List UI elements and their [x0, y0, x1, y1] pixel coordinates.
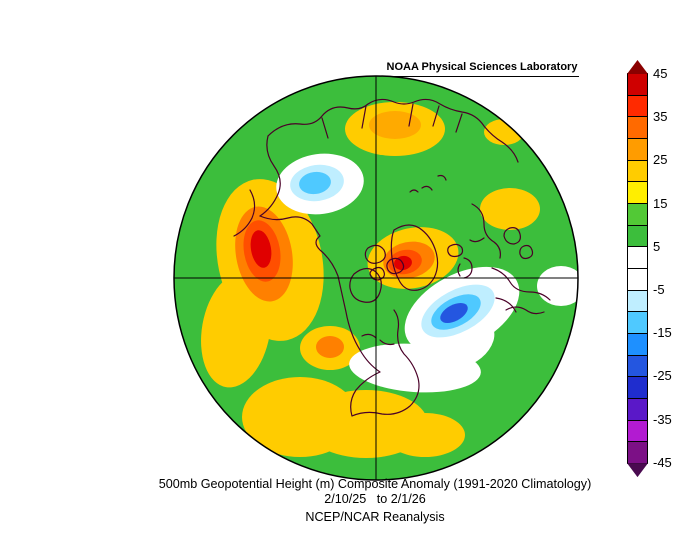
colorbar-segment [627, 419, 648, 443]
map-boundary-circle [173, 75, 579, 481]
colorbar-tick-label: -35 [653, 411, 672, 427]
colorbar-segment [627, 73, 648, 96]
anomaly-blobs [201, 102, 578, 458]
colorbar-segment [627, 138, 648, 161]
coastline-kamchatka-japan [233, 135, 281, 237]
colorbar-segment [627, 333, 648, 356]
anomaly-blob [480, 188, 540, 230]
coastline-north-america [259, 215, 420, 417]
anomaly-blob [440, 303, 468, 323]
coastline-iceland [447, 243, 464, 258]
polar-stereographic-map [173, 75, 579, 481]
plot-title: 500mb Geopotential Height (m) Composite … [158, 477, 592, 491]
colorbar [627, 60, 648, 478]
coastline-britain [457, 257, 473, 279]
colorbar-segment [627, 289, 648, 313]
colorbar-segment [627, 354, 648, 378]
anomaly-blob [385, 413, 465, 457]
colorbar-segment [627, 94, 648, 118]
colorbar-tick-label: -5 [653, 282, 665, 297]
plot-source: NCEP/NCAR Reanalysis [305, 510, 445, 524]
colorbar-segment [627, 268, 648, 291]
coastline-hudson-bay [349, 267, 382, 303]
anomaly-blob [369, 111, 421, 139]
coastline-scandinavia [469, 203, 501, 259]
header-underline [384, 76, 579, 77]
coastline-europe-mediterranean [491, 267, 551, 315]
coastlines [233, 98, 551, 417]
colorbar-tick-label: -45 [653, 454, 672, 470]
colorbar-segment [627, 311, 648, 335]
colorbar-segment [627, 398, 648, 421]
colorbar-segment [627, 116, 648, 140]
coastline-great-lakes [361, 333, 395, 346]
colorbar-tick-label: 15 [653, 195, 668, 211]
colorbar-segment [627, 376, 648, 400]
colorbar-tick-label: 35 [653, 109, 668, 125]
colorbar-segment [627, 159, 648, 183]
colorbar-tick-label: 45 [653, 66, 668, 81]
colorbar-segment [627, 60, 648, 74]
colorbar-segment [627, 441, 648, 465]
anomaly-blob [316, 336, 344, 358]
colorbar-tick-label: -15 [653, 325, 672, 341]
lab-name-label: NOAA Physical Sciences Laboratory [386, 61, 578, 73]
anomaly-blob [250, 230, 272, 268]
colorbar-tick-label: -25 [653, 368, 672, 384]
caption-block: 500mb Geopotential Height (m) Composite … [51, 477, 699, 525]
colorbar-segment [627, 181, 648, 205]
coastline-eurasia-arctic [267, 98, 519, 163]
coastline-svalbard [409, 174, 447, 193]
anomaly-blob [299, 171, 331, 195]
coastline-canadian-arctic [364, 244, 405, 281]
colorbar-tick-label: 25 [653, 152, 668, 168]
colorbar-labels: 45 35 25 15 5 -5 -15 -25 -35 -45 [653, 0, 698, 542]
anomaly-blob [201, 272, 271, 388]
colorbar-segment [627, 463, 648, 478]
coastline-siberia-rivers [321, 103, 463, 139]
colorbar-segment [627, 246, 648, 270]
coastline-caspian-black-sea [503, 227, 534, 260]
anomaly-blob [537, 266, 578, 306]
colorbar-segment [627, 203, 648, 226]
coastline-greenland [390, 224, 439, 291]
colorbar-segment [627, 224, 648, 248]
colorbar-tick-label: 5 [653, 238, 661, 254]
plot-date-range: 2/10/25 to 2/1/26 [324, 492, 426, 506]
